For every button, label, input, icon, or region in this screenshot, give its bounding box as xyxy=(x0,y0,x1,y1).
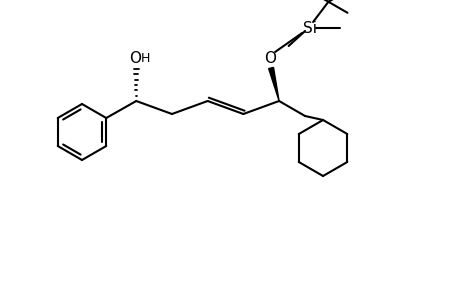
Text: H: H xyxy=(140,52,150,64)
Text: Si: Si xyxy=(302,20,316,35)
Text: O: O xyxy=(129,50,141,65)
Polygon shape xyxy=(268,68,279,101)
Text: O: O xyxy=(263,50,275,65)
